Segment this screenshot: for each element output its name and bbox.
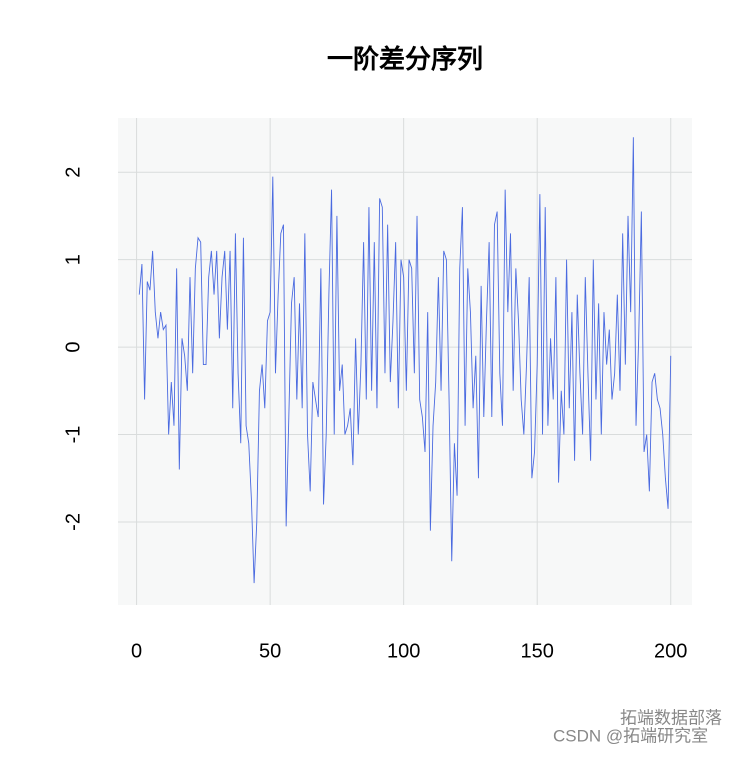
x-tick-label: 100: [387, 640, 420, 662]
y-tick-label: 2: [62, 167, 84, 178]
x-tick-label: 0: [131, 640, 142, 662]
x-tick-label: 150: [521, 640, 554, 662]
plot-background: [118, 118, 692, 605]
chart-title: 一阶差分序列: [327, 44, 483, 74]
x-tick-label: 200: [654, 640, 687, 662]
watermark: CSDN @拓端研究室: [553, 726, 708, 745]
y-tick-label: 1: [62, 254, 84, 265]
y-tick-label: -1: [62, 426, 84, 444]
watermark: 拓端数据部落: [620, 708, 722, 727]
x-tick-label: 50: [259, 640, 281, 662]
series-line: [138, 137, 672, 584]
y-tick-label: -2: [62, 513, 84, 531]
y-tick-label: 0: [62, 342, 84, 353]
